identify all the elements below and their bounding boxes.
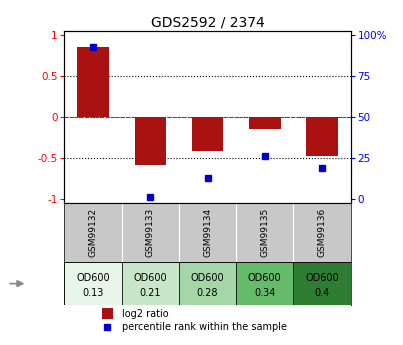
Bar: [102, 308, 112, 319]
Bar: [236, 262, 293, 305]
Bar: [192, 117, 223, 151]
Text: 0.34: 0.34: [254, 288, 276, 298]
Bar: [64, 262, 122, 305]
Text: OD600: OD600: [76, 274, 110, 284]
Text: GSM99134: GSM99134: [203, 208, 212, 257]
Text: OD600: OD600: [305, 274, 339, 284]
Text: GSM99133: GSM99133: [146, 208, 155, 257]
Text: log2 ratio: log2 ratio: [122, 309, 168, 319]
Text: 0.21: 0.21: [139, 288, 161, 298]
Bar: [249, 117, 280, 129]
Title: GDS2592 / 2374: GDS2592 / 2374: [151, 16, 264, 30]
Text: GSM99132: GSM99132: [89, 208, 98, 257]
Text: GSM99136: GSM99136: [318, 208, 326, 257]
Bar: [77, 47, 109, 117]
Text: GSM99135: GSM99135: [260, 208, 269, 257]
Text: 0.4: 0.4: [314, 288, 330, 298]
Bar: [135, 117, 166, 165]
Bar: [122, 262, 179, 305]
Text: OD600: OD600: [191, 274, 224, 284]
Text: OD600: OD600: [248, 274, 282, 284]
Text: percentile rank within the sample: percentile rank within the sample: [122, 322, 287, 332]
Text: 0.13: 0.13: [82, 288, 104, 298]
Text: OD600: OD600: [133, 274, 167, 284]
Bar: [293, 262, 351, 305]
Bar: [306, 117, 338, 156]
Text: 0.28: 0.28: [197, 288, 218, 298]
Bar: [179, 262, 236, 305]
